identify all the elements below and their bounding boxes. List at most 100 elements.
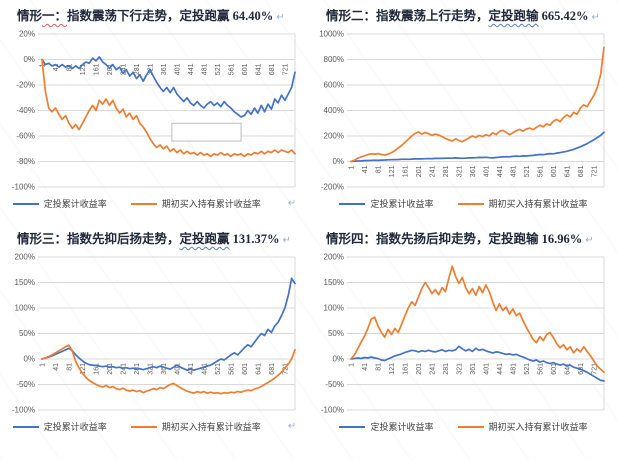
x-tick-label: 121 — [80, 363, 87, 375]
legend-item: 期初买入持有累计收益率 — [130, 197, 261, 210]
y-tick-label: -100% — [12, 406, 35, 415]
series-line — [41, 58, 296, 158]
legend-line-swatch — [12, 425, 39, 428]
x-tick-label: 321 — [147, 363, 154, 375]
y-tick-label: -50% — [16, 380, 35, 389]
x-tick-label: 161 — [93, 363, 100, 375]
x-tick-label: 561 — [228, 363, 235, 375]
chart-title: 情形四：指数先扬后抑走势，定投跑输 16.96% ↵ — [314, 226, 613, 252]
x-tick-label: 41 — [53, 63, 60, 71]
x-tick-label: 41 — [362, 165, 369, 173]
legend-label: 期初买入持有累计收益率 — [161, 422, 261, 432]
x-tick-label: 121 — [80, 63, 87, 75]
x-tick-label: 161 — [402, 363, 409, 375]
chart-legend: 定投累计收益率 期初买入持有累计收益率 — [314, 194, 613, 213]
y-tick-label: 200% — [15, 253, 35, 262]
y-tick-label: 150% — [15, 278, 35, 287]
legend-label: 定投累计收益率 — [43, 422, 107, 432]
x-tick-label: 241 — [429, 165, 436, 177]
title-part: 指数震荡上行走势， — [376, 9, 489, 23]
y-tick-label: -80% — [16, 157, 35, 166]
title-part: 定投跑输 16.96% — [488, 232, 583, 246]
chart-title-text: 情形三：指数先抑后扬走势，定投跑赢 131.37% — [17, 232, 280, 246]
y-tick-label: -60% — [16, 132, 35, 141]
x-tick-label: 361 — [470, 165, 477, 177]
title-part: 131.37% — [229, 232, 280, 246]
paragraph-mark: ↵ — [591, 12, 600, 23]
x-tick-label: 441 — [188, 63, 195, 75]
y-tick-label: -100% — [321, 406, 344, 415]
paragraph-mark: ↵ — [585, 235, 594, 246]
legend-item: 期初买入持有累计收益率 — [130, 420, 261, 433]
x-tick-label: 361 — [161, 363, 168, 375]
x-tick-label: 201 — [416, 363, 423, 375]
legend-item: 定投累计收益率 — [339, 197, 434, 210]
series-line — [350, 345, 605, 382]
x-tick-label: 641 — [255, 63, 262, 75]
legend-line-swatch — [339, 202, 366, 205]
series-line — [41, 344, 296, 395]
x-tick-label: 721 — [591, 363, 598, 375]
line-chart: 20%0%-20%-40%-60%-80%-100%1 41 81 121 161 201… — [12, 30, 296, 192]
x-tick-label: 121 — [389, 363, 396, 375]
legend-line-swatch — [457, 202, 484, 205]
chart-title: 情形一：指数震荡下行走势，定投跑赢 64.40% ↵ — [5, 3, 304, 29]
x-tick-label: 561 — [228, 63, 235, 75]
x-tick-label: 561 — [537, 165, 544, 177]
x-tick-label: 681 — [269, 63, 276, 75]
x-tick-label: 401 — [483, 165, 490, 177]
legend-item: 定投累计收益率 — [12, 420, 107, 433]
legend-line-swatch — [457, 425, 484, 428]
x-tick-label: 721 — [282, 63, 289, 75]
paragraph-mark: ↵ — [287, 198, 297, 209]
y-tick-label: 200% — [324, 253, 344, 262]
title-part: 定投跑输 — [488, 9, 539, 23]
y-tick-label: 0% — [332, 157, 344, 166]
x-tick-label: 481 — [201, 63, 208, 75]
y-tick-label: 0% — [23, 355, 35, 364]
y-tick-label: 0% — [332, 355, 344, 364]
x-tick-label: 161 — [93, 63, 100, 75]
x-tick-label: 721 — [282, 363, 289, 375]
chart-legend: 定投累计收益率 期初买入持有累计收益率 ↵ — [5, 194, 304, 213]
legend-line-swatch — [130, 425, 157, 428]
x-tick-label: 481 — [201, 363, 208, 375]
legend-label: 期初买入持有累计收益率 — [488, 199, 588, 209]
line-chart: 1000% 800% 600% 400% 200% 0% -200% 1 41 81 121 161 2… — [319, 30, 605, 192]
series-line — [350, 46, 605, 163]
x-tick-label: 521 — [215, 63, 222, 75]
x-tick-label: 161 — [402, 165, 409, 177]
line-chart: 200% 150% 100% 50% 0% -50% -100% 1 41 81 121 161 201… — [321, 253, 605, 415]
x-tick-label: 321 — [456, 165, 463, 177]
legend-item: 期初买入持有累计收益率 — [457, 197, 588, 210]
x-tick-label: 401 — [174, 363, 181, 375]
title-part: 指数震荡下行走势， — [67, 9, 180, 23]
x-tick-label: 201 — [416, 165, 423, 177]
x-tick-label: 721 — [591, 165, 598, 177]
title-part: 情形 — [17, 9, 43, 23]
x-tick-label: 441 — [497, 165, 504, 177]
x-tick-label: 521 — [215, 363, 222, 375]
x-tick-label: 641 — [564, 363, 571, 375]
legend-item: 定投累计收益率 — [339, 420, 434, 433]
chart-panel-scenario-2: 情形二：指数震荡上行走势，定投跑输 665.42% ↵ 1000% 800% 600%… — [309, 3, 618, 213]
legend-label: 定投累计收益率 — [370, 422, 434, 432]
y-tick-label: 100% — [324, 304, 344, 313]
x-tick-label: 481 — [510, 165, 517, 177]
chart-title: 情形三：指数先抑后扬走势，定投跑赢 131.37% ↵ — [5, 226, 304, 252]
x-tick-label: 201 — [107, 63, 114, 75]
x-tick-label: 601 — [551, 363, 558, 375]
y-tick-label: 100% — [15, 304, 35, 313]
x-tick-label: 641 — [255, 363, 262, 375]
x-tick-label: 401 — [174, 63, 181, 75]
legend-label: 定投累计收益率 — [43, 199, 107, 209]
title-part: 情形四： — [326, 232, 377, 246]
x-tick-label: 81 — [66, 363, 73, 371]
chart-legend: 定投累计收益率 期初买入持有累计收益率 ↵ — [5, 417, 304, 436]
chart-panel-scenario-1: 情形一：指数震荡下行走势，定投跑赢 64.40% ↵ 20% 0% -20% -40% -… — [0, 3, 309, 213]
x-tick-label: 521 — [524, 363, 531, 375]
x-tick-label: 401 — [483, 363, 490, 375]
y-tick-label: 1000% — [319, 30, 344, 39]
x-tick-label: 561 — [537, 363, 544, 375]
